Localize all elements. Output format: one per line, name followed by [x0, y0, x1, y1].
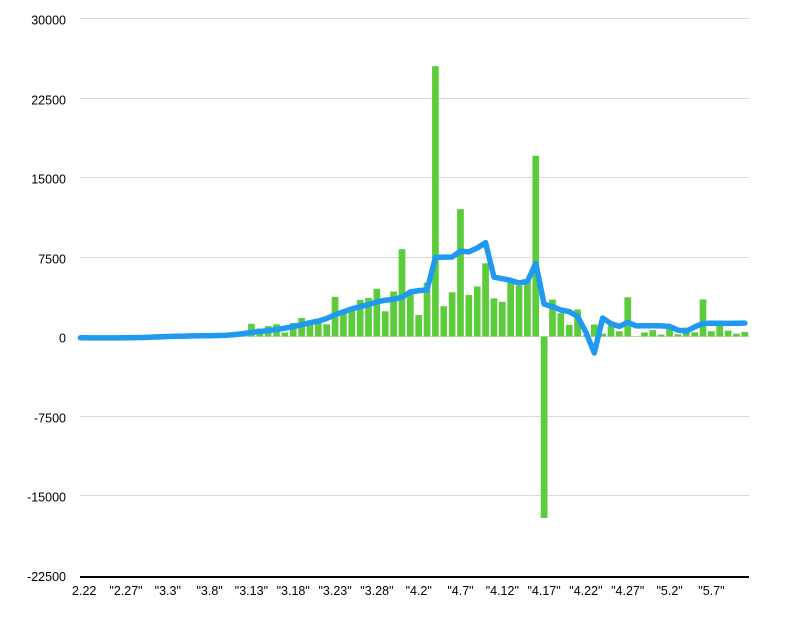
svg-text:"3.28": "3.28" — [360, 584, 393, 598]
svg-text:"4.17": "4.17" — [527, 584, 560, 598]
svg-text:0: 0 — [59, 332, 66, 346]
svg-text:"2.27": "2.27" — [109, 584, 142, 598]
svg-text:"4.7": "4.7" — [447, 584, 473, 598]
svg-text:30000: 30000 — [31, 14, 66, 28]
svg-text:"3.8": "3.8" — [196, 584, 222, 598]
svg-text:2.22: 2.22 — [72, 584, 96, 598]
svg-text:"5.7": "5.7" — [698, 584, 724, 598]
svg-text:"3.13": "3.13" — [235, 584, 268, 598]
svg-text:-7500: -7500 — [34, 412, 66, 426]
svg-text:15000: 15000 — [31, 173, 66, 187]
svg-text:"3.23": "3.23" — [318, 584, 351, 598]
svg-text:22500: 22500 — [31, 94, 66, 108]
svg-text:"4.27": "4.27" — [611, 584, 644, 598]
svg-text:"3.3": "3.3" — [155, 584, 181, 598]
svg-text:-22500: -22500 — [27, 570, 66, 584]
svg-text:"3.18": "3.18" — [277, 584, 310, 598]
svg-text:-15000: -15000 — [27, 491, 66, 505]
svg-text:"4.12": "4.12" — [486, 584, 519, 598]
svg-text:7500: 7500 — [38, 253, 66, 267]
svg-text:"5.2": "5.2" — [656, 584, 682, 598]
svg-text:"4.2": "4.2" — [406, 584, 432, 598]
svg-text:"4.22": "4.22" — [569, 584, 602, 598]
